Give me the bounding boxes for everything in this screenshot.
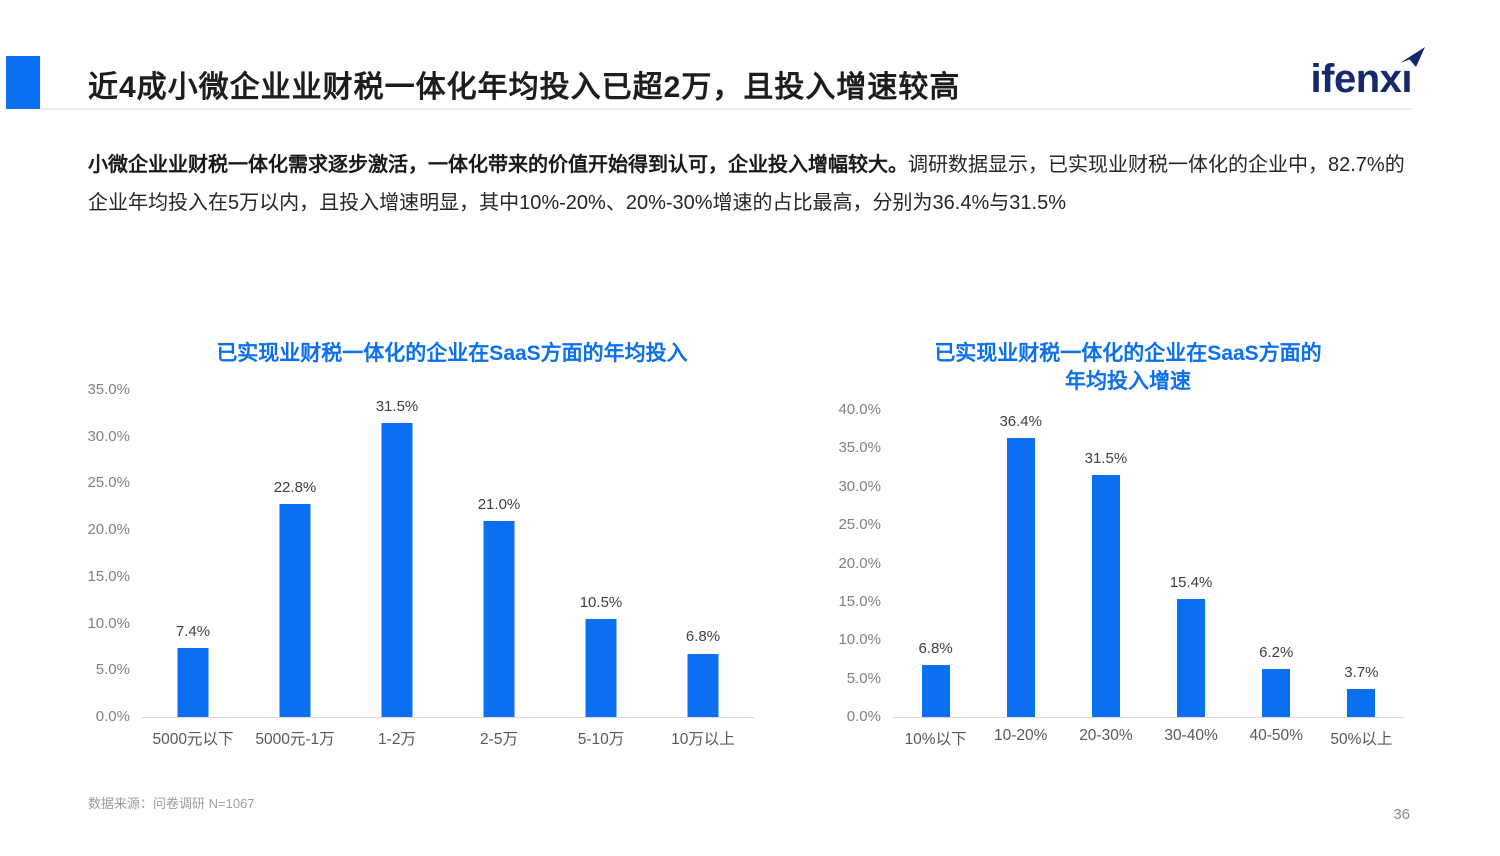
bar xyxy=(279,504,311,717)
x-axis-label: 1-2万 xyxy=(378,731,416,748)
x-axis-line xyxy=(893,717,1404,718)
x-axis-line xyxy=(142,717,754,718)
bar-value-label: 21.0% xyxy=(477,495,521,513)
x-axis-label: 10%以下 xyxy=(904,731,967,748)
lead-regular-text: 调研数据显示，已实现业财税一体化的企业中，82.7%的企业年均投入在5万以内，且… xyxy=(88,154,1405,214)
lead-paragraph: 小微企业业财税一体化需求逐步激活，一体化带来的价值开始得到认可，企业投入增幅较大… xyxy=(88,146,1410,222)
bar-column: 10.5% 5-10万 xyxy=(550,390,652,748)
chart-title-line: 年均投入增速 xyxy=(1065,370,1191,393)
x-axis-label: 10万以上 xyxy=(671,731,735,748)
y-axis-tick: 30.0% xyxy=(87,427,130,445)
bar-value-label: 31.5% xyxy=(1084,450,1128,468)
bar-column: 7.4% 5000元以下 xyxy=(142,390,244,748)
logo-arrow-icon xyxy=(1400,47,1426,67)
y-axis-tick: 0.0% xyxy=(95,708,130,725)
bar-column: 36.4% 10-20% xyxy=(978,410,1063,744)
bar xyxy=(1262,669,1291,717)
y-axis-tick: 30.0% xyxy=(838,477,881,495)
bar-column: 6.8% 10%以下 xyxy=(893,410,978,748)
right-chart-plot: 0.0% 5.0% 10.0% 15.0% 20.0% 25.0% 30.0% 35.0% 40… xyxy=(838,401,1404,748)
chart-title-line: 已实现业财税一体化的企业在SaaS方面的 xyxy=(934,342,1322,365)
bar xyxy=(921,664,950,717)
bar-value-label: 22.8% xyxy=(273,478,317,496)
data-source-note: 数据来源：问卷调研 N=1067 xyxy=(88,796,255,811)
bar-value-label: 15.4% xyxy=(1169,573,1213,591)
y-axis-tick: 5.0% xyxy=(846,669,881,687)
bar-value-label: 6.8% xyxy=(918,639,953,657)
y-axis-tick: 10.0% xyxy=(838,631,881,649)
left-chart-title: 已实现业财税一体化的企业在SaaS方面的年均投入 xyxy=(146,340,758,368)
y-axis-tick: 25.0% xyxy=(838,516,881,534)
x-axis-label: 5000元-1万 xyxy=(255,731,335,748)
y-axis-tick: 15.0% xyxy=(87,567,130,585)
bar-column: 3.7% 50%以上 xyxy=(1319,410,1404,748)
bar-column: 22.8% 5000元-1万 xyxy=(244,390,346,748)
y-axis-tick: 20.0% xyxy=(87,521,130,539)
bar xyxy=(1091,475,1120,717)
x-axis-label: 50%以上 xyxy=(1330,731,1393,748)
logo-dotless-i: ı xyxy=(1401,57,1412,101)
header-divider xyxy=(40,108,1412,110)
bar xyxy=(381,422,413,717)
y-axis-tick: 20.0% xyxy=(838,554,881,572)
logo-text: ifenx xyxy=(1310,57,1402,101)
x-axis-label: 5000元以下 xyxy=(152,731,234,748)
bar-column: 15.4% 30-40% xyxy=(1149,410,1234,744)
left-chart-plot: 0.0% 5.0% 10.0% 15.0% 20.0% 25.0% 30.0% 35.0% 7.… xyxy=(87,381,754,748)
x-axis-label: 2-5万 xyxy=(480,731,518,748)
ifenxi-logo: ifenxı xyxy=(1310,47,1426,102)
bar-column: 31.5% 20-30% xyxy=(1063,410,1148,744)
bar-value-label: 36.4% xyxy=(999,412,1042,430)
title-accent-square xyxy=(6,56,40,109)
x-axis-label: 10-20% xyxy=(994,727,1048,744)
bar xyxy=(1006,437,1035,717)
bar-value-label: 6.8% xyxy=(685,628,721,646)
x-axis-label: 20-30% xyxy=(1079,727,1133,744)
bar xyxy=(1177,598,1206,717)
bar-column: 6.8% 10万以上 xyxy=(652,390,754,748)
lead-bold-text: 小微企业业财税一体化需求逐步激活，一体化带来的价值开始得到认可，企业投入增幅较大… xyxy=(88,154,908,176)
bar xyxy=(687,653,719,717)
bar-value-label: 7.4% xyxy=(175,622,211,640)
bar-value-label: 10.5% xyxy=(579,593,623,611)
x-axis-label: 5-10万 xyxy=(577,731,625,748)
bar-value-label: 6.2% xyxy=(1259,644,1294,662)
bar-value-label: 3.7% xyxy=(1344,663,1379,681)
bar xyxy=(1347,688,1376,717)
bar-column: 21.0% 2-5万 xyxy=(448,390,550,748)
page-title: 近4成小微企业业财税一体化年均投入已超2万，且投入增速较高 xyxy=(88,71,961,104)
bar xyxy=(483,520,515,717)
y-axis-tick: 0.0% xyxy=(846,708,881,725)
chart-title-line: 已实现业财税一体化的企业在SaaS方面的年均投入 xyxy=(216,342,688,365)
x-axis-label: 40-50% xyxy=(1249,727,1303,744)
y-axis-tick: 15.0% xyxy=(838,592,881,610)
page-number: 36 xyxy=(1393,806,1410,823)
y-axis-tick: 35.0% xyxy=(87,381,130,398)
x-axis-label: 30-40% xyxy=(1164,727,1218,744)
y-axis-tick: 25.0% xyxy=(87,474,130,492)
y-axis-tick: 5.0% xyxy=(95,661,130,679)
bar-column: 31.5% 1-2万 xyxy=(346,390,448,748)
bar-value-label: 31.5% xyxy=(375,397,419,415)
bar xyxy=(585,618,617,717)
right-chart-title: 已实现业财税一体化的企业在SaaS方面的 年均投入增速 xyxy=(843,340,1413,396)
y-axis-tick: 10.0% xyxy=(87,614,130,632)
bar xyxy=(177,647,209,717)
y-axis-tick: 35.0% xyxy=(838,439,881,457)
bar-column: 6.2% 40-50% xyxy=(1234,410,1319,744)
y-axis-tick: 40.0% xyxy=(838,401,881,418)
